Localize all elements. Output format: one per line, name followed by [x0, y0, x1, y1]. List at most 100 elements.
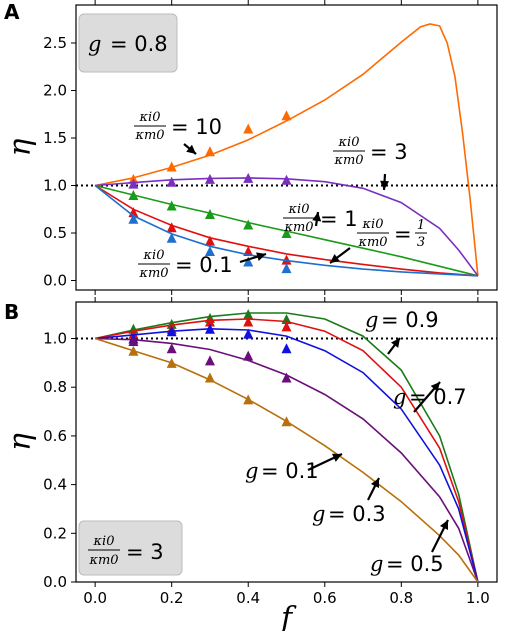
panel-a-series-marker-4 — [204, 246, 215, 257]
panel-b-xtick-label: 1.0 — [466, 589, 490, 607]
panel-a-series-line-4 — [94, 184, 478, 277]
panel-a-chart: 0.0 0.5 1.0 1.5 2.0 2.5 η g = 0.8 κi0 κm0 = 10 κi0 κm… — [3, 0, 498, 295]
panel-b-xtick-label: 0.2 — [160, 589, 184, 607]
panel-b-ytick-label: 0.8 — [43, 378, 67, 396]
panel-a-ylabel: η — [3, 138, 38, 156]
panel-b-series-marker-3 — [128, 335, 139, 346]
panel-b-xtick-label: 0.0 — [83, 589, 107, 607]
annotation-ratio-third-num: κi0 — [362, 217, 384, 232]
panel-b-ytick-label: 1.0 — [43, 330, 67, 348]
annotation-ratio-0-1-rest: = 0.1 — [175, 253, 233, 277]
panel-a-ytick-label: 2.5 — [43, 34, 67, 52]
panel-a-legend-box — [78, 13, 178, 73]
panel-a-series-marker-4 — [243, 256, 254, 267]
annotation-ratio-third-rest: = — [394, 222, 412, 246]
legend-ratio-num: κi0 — [93, 534, 115, 549]
panel-a-series-marker-0 — [166, 161, 177, 172]
legend-ratio-value: = 3 — [126, 540, 164, 564]
panel-a-ytick-label: 2.0 — [43, 82, 67, 100]
panel-b-series-marker-1 — [281, 321, 292, 332]
panel-b-series-marker-4 — [128, 345, 139, 356]
panel-b-series-line-4 — [94, 337, 479, 583]
legend-ratio-den: κm0 — [88, 553, 118, 568]
panel-b-series-line-1 — [94, 318, 479, 583]
annotation-ratio-10-den: κm0 — [134, 128, 164, 143]
annotation-g-0-7-arrow-head — [430, 382, 440, 392]
annotation-g-0-3-g: g — [312, 502, 325, 526]
panel-b-series-marker-4 — [166, 357, 177, 368]
annotation-g-0-7-g: g — [393, 385, 406, 409]
annotation-g-0-5-value: = 0.5 — [386, 552, 444, 576]
legend-g-value: = 0.8 — [110, 32, 168, 56]
annotation-ratio-1-arrow-head — [312, 212, 322, 222]
annotation-ratio-10-num: κi0 — [139, 110, 161, 125]
annotation-g-0-9-g: g — [365, 308, 378, 332]
annotation-g-0-3-value: = 0.3 — [328, 502, 386, 526]
panel-a-series-marker-1 — [204, 173, 215, 184]
panel-a-series-marker-1 — [243, 172, 254, 183]
panel-b-series-marker-3 — [243, 350, 254, 361]
annotation-ratio-1-num: κi0 — [288, 202, 310, 217]
panel-b-series-line-2 — [95, 327, 479, 583]
panel-b-series-marker-1 — [243, 316, 254, 327]
panel-a-series-marker-4 — [128, 213, 139, 224]
panel-a-series-line-1 — [95, 177, 479, 277]
panel-b-series-line-0 — [94, 312, 479, 583]
panel-b-xtick-label: 0.6 — [313, 589, 337, 607]
panel-b-series-marker-0 — [243, 309, 254, 320]
panel-b-series-marker-3 — [204, 355, 215, 366]
panel-a-ytick-label: 1.0 — [43, 177, 67, 195]
panel-b-xtick-label: 0.4 — [236, 589, 260, 607]
panel-b-ytick-label: 0.0 — [43, 573, 67, 591]
panel-a-series-marker-2 — [243, 219, 254, 230]
panel-a-series-marker-3 — [166, 222, 177, 233]
panel-b-series-marker-4 — [243, 394, 254, 405]
panel-a-series-marker-0 — [243, 123, 254, 134]
annotation-g-0-5-g: g — [370, 552, 383, 576]
panel-a-ytick-label: 1.5 — [43, 129, 67, 147]
annotation-ratio-3-den: κm0 — [333, 153, 363, 168]
annotation-ratio-third-frac-num: 1 — [417, 218, 425, 233]
annotation-ratio-third-frac-den: 3 — [417, 235, 425, 250]
panel-a-ytick-label: 0.5 — [43, 224, 67, 242]
panel-a-series-marker-2 — [128, 190, 139, 200]
annotation-ratio-third-den: κm0 — [357, 235, 387, 250]
annotation-g-0-9-arrow-head — [391, 338, 400, 348]
annotation-g-0-5-arrow-head — [439, 520, 448, 531]
panel-a-series-line-0 — [94, 23, 479, 276]
annotation-g-0-3-arrow-head — [370, 478, 379, 489]
panel-b-series-marker-2 — [243, 328, 254, 339]
annotation-ratio-0-1-num: κi0 — [143, 248, 165, 263]
annotation-ratio-3-arrow-head — [380, 180, 390, 190]
annotation-g-0-9-value: = 0.9 — [381, 308, 439, 332]
annotation-ratio-3-rest: = 3 — [370, 140, 408, 164]
panel-a-series-marker-3 — [204, 235, 215, 246]
panel-a-series-marker-1 — [128, 178, 139, 189]
panel-b-chart: 0.0 0.2 0.4 0.6 0.8 1.0 0.0 0.2 0.4 0.6 0.8 1.0 η f κi… — [3, 297, 498, 631]
panel-b-ytick-label: 0.6 — [43, 427, 67, 445]
panel-a-series-marker-4 — [281, 263, 292, 274]
panel-b-series-line-3 — [95, 337, 479, 583]
panel-b-series-marker-3 — [166, 343, 177, 354]
panel-a-series-marker-2 — [166, 200, 177, 211]
panel-b-series-marker-4 — [204, 372, 215, 383]
panel-b-ytick-label: 0.4 — [43, 476, 67, 494]
panel-a-series-marker-3 — [281, 254, 292, 265]
panel-a-series-marker-2 — [281, 228, 292, 238]
panel-b-legend-box — [78, 520, 183, 576]
panel-a-ytick-label: 0.0 — [43, 272, 67, 290]
panel-a-series-marker-1 — [281, 174, 292, 185]
panel-b-letter: B — [4, 300, 20, 324]
panel-b-ytick-label: 0.2 — [43, 524, 67, 542]
annotation-g-0-1-arrow-head — [331, 453, 342, 462]
annotation-g-0-1-g: g — [245, 459, 258, 483]
annotation-ratio-1-rest: = 1 — [320, 207, 358, 231]
panel-b-frame — [75, 301, 498, 583]
panel-b-xlabel: f — [279, 601, 297, 631]
annotation-ratio-third-arrow-head — [330, 254, 340, 263]
panel-a-series-marker-1 — [166, 176, 177, 187]
panel-b-series-marker-2 — [204, 323, 215, 334]
panel-a-series-marker-2 — [204, 209, 215, 219]
panel-a-frame — [75, 4, 498, 291]
